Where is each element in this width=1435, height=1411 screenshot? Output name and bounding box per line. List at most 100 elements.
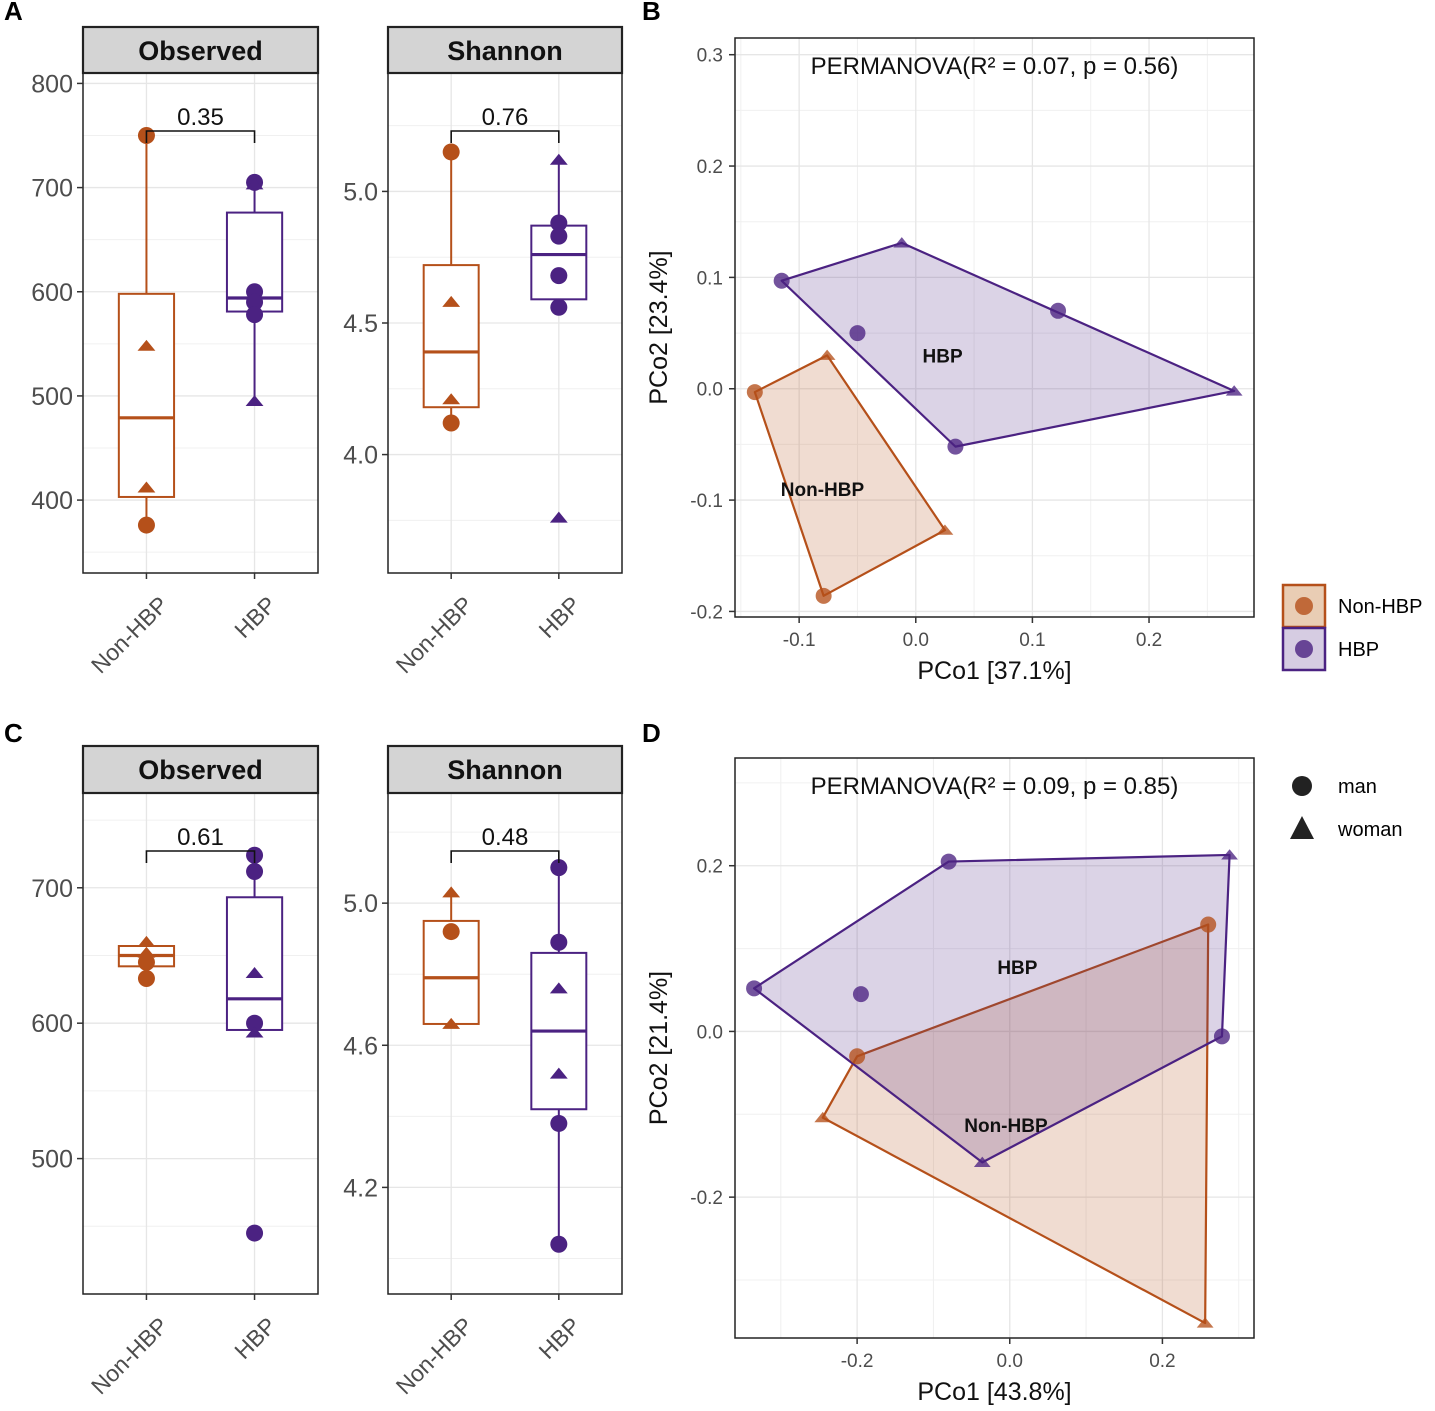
data-point-non-hbp-circle: [137, 970, 155, 988]
facet-strip: [386, 744, 624, 795]
facet-strip: [386, 25, 624, 75]
x-tick-label: 0.0: [903, 630, 929, 651]
y-tick-label: 0.1: [697, 268, 723, 289]
pcoa-point-hbp-circle: [947, 438, 964, 455]
iqr-box: [225, 896, 284, 1031]
p-value-label: 0.35: [177, 104, 224, 131]
permanova-label: PERMANOVA(R² = 0.09, p = 0.85): [811, 773, 1179, 800]
data-point-hbp-circle: [550, 227, 568, 245]
shape-legend: man woman: [1290, 776, 1402, 841]
data-point-hbp-triangle: [549, 982, 568, 994]
data-point-non-hbp-circle: [137, 953, 155, 971]
pcoa-point-hbp-triangle: [1221, 849, 1238, 860]
x-tick-label: Non-HBP: [391, 1312, 478, 1399]
iqr-box: [117, 292, 176, 498]
x-tick-label: HBP: [229, 591, 281, 643]
data-point-hbp-circle: [550, 267, 568, 285]
data-point-non-hbp-triangle: [442, 1017, 461, 1029]
y-tick-label: 700: [31, 175, 73, 203]
pcoa-point-hbp-circle: [852, 986, 869, 1003]
data-point-non-hbp-circle: [442, 923, 460, 941]
x-tick-label: HBP: [229, 1312, 281, 1364]
y-tick-label: -0.2: [690, 1188, 723, 1209]
plot-border: [734, 757, 1255, 1339]
pcoa-point-non-hbp-circle: [1200, 916, 1217, 933]
y-tick-label: 0.0: [697, 380, 723, 401]
legend-key-hbp-point: [1295, 640, 1313, 658]
significance-bracket: [145, 850, 256, 863]
pcoa-point-non-hbp-circle: [815, 587, 832, 604]
legend-shape-woman-icon: [1290, 816, 1314, 839]
x-tick-label: 0.2: [1136, 630, 1162, 651]
x-tick-label: -0.1: [783, 630, 816, 651]
y-tick-label: 500: [31, 383, 73, 411]
y-tick-label: 500: [31, 1146, 73, 1174]
significance-bracket: [145, 130, 256, 143]
x-tick-label: Non-HBP: [391, 591, 478, 678]
pcoa-point-hbp-circle: [1050, 302, 1067, 319]
x-tick-label: HBP: [534, 1312, 586, 1364]
pcoa-point-non-hbp-triangle: [1196, 1317, 1214, 1328]
facet-strip: [81, 25, 320, 75]
p-value-label: 0.76: [482, 104, 529, 131]
x-axis-label: PCo1 [43.8%]: [917, 1378, 1071, 1406]
legend-key-non-hbp-point: [1295, 597, 1313, 615]
legend-label-non-hbp: Non-HBP: [1338, 596, 1422, 618]
significance-bracket: [450, 130, 560, 143]
pcoa-point-non-hbp-triangle: [936, 524, 954, 535]
pcoa-point-non-hbp-circle: [746, 384, 763, 401]
data-point-non-hbp-triangle: [442, 393, 461, 405]
data-point-hbp-circle: [246, 1014, 264, 1032]
data-point-hbp-circle: [246, 293, 264, 311]
pcoa-point-non-hbp-circle: [849, 1048, 866, 1065]
data-point-hbp-circle: [246, 863, 264, 881]
pcoa-point-hbp-circle: [940, 853, 957, 870]
data-point-hbp-triangle: [245, 395, 264, 407]
pcoa-point-hbp-circle: [746, 980, 763, 997]
x-tick-label: Non-HBP: [86, 1312, 173, 1399]
permanova-label: PERMANOVA(R² = 0.07, p = 0.56): [811, 53, 1179, 80]
panel-a-observed-boxplot: Observed 0.35 400 500 600 700 800 Non-HBP HBP: [31, 25, 320, 678]
y-tick-label: 700: [31, 875, 73, 903]
facet-strip-label: Observed: [138, 36, 263, 66]
x-tick-label: HBP: [534, 591, 586, 643]
panel-label-b: B: [642, 0, 661, 26]
significance-bracket: [450, 850, 560, 863]
data-point-non-hbp-triangle: [442, 886, 461, 898]
pcoa-point-hbp-triangle: [973, 1156, 991, 1167]
y-tick-label: 0.2: [697, 857, 723, 878]
legend-label-woman: woman: [1337, 819, 1402, 841]
x-axis-label: PCo1 [37.1%]: [917, 657, 1071, 685]
y-axis-label: PCo2 [21.4%]: [645, 971, 673, 1125]
x-tick-label: 0.0: [997, 1351, 1023, 1372]
data-point-non-hbp-triangle: [137, 946, 156, 958]
data-point-hbp-circle: [550, 859, 568, 877]
y-tick-label: 600: [31, 1010, 73, 1038]
data-point-hbp-triangle: [549, 1067, 568, 1079]
group-label-hbp: HBP: [997, 958, 1037, 979]
legend-label-man: man: [1338, 776, 1377, 798]
panel-label-a: A: [4, 0, 23, 26]
x-tick-label: Non-HBP: [86, 591, 173, 678]
y-tick-label: 4.0: [343, 442, 378, 470]
data-point-hbp-circle: [246, 306, 264, 324]
y-tick-label: 0.3: [697, 46, 723, 67]
y-axis-label: PCo2 [23.4%]: [645, 250, 673, 404]
panel-a-shannon-boxplot: Shannon 0.76 4.0 4.5 5.0 Non-HBP HBP: [343, 25, 624, 678]
data-point-non-hbp-triangle: [137, 935, 156, 947]
data-point-hbp-circle: [246, 1224, 264, 1242]
y-tick-label: 4.2: [343, 1174, 378, 1202]
data-point-non-hbp-triangle: [137, 339, 156, 351]
iqr-box: [422, 264, 480, 409]
y-tick-label: 600: [31, 279, 73, 307]
y-tick-label: 800: [31, 70, 73, 98]
pcoa-point-hbp-circle: [849, 325, 866, 342]
legend-label-hbp: HBP: [1338, 639, 1379, 661]
legend-shape-man-icon: [1292, 776, 1312, 796]
plot-background: [83, 793, 318, 1294]
data-point-non-hbp-circle: [442, 414, 460, 432]
pcoa-point-hbp-circle: [1213, 1028, 1230, 1045]
data-point-hbp-triangle: [245, 1026, 264, 1038]
x-tick-label: 0.1: [1019, 630, 1045, 651]
